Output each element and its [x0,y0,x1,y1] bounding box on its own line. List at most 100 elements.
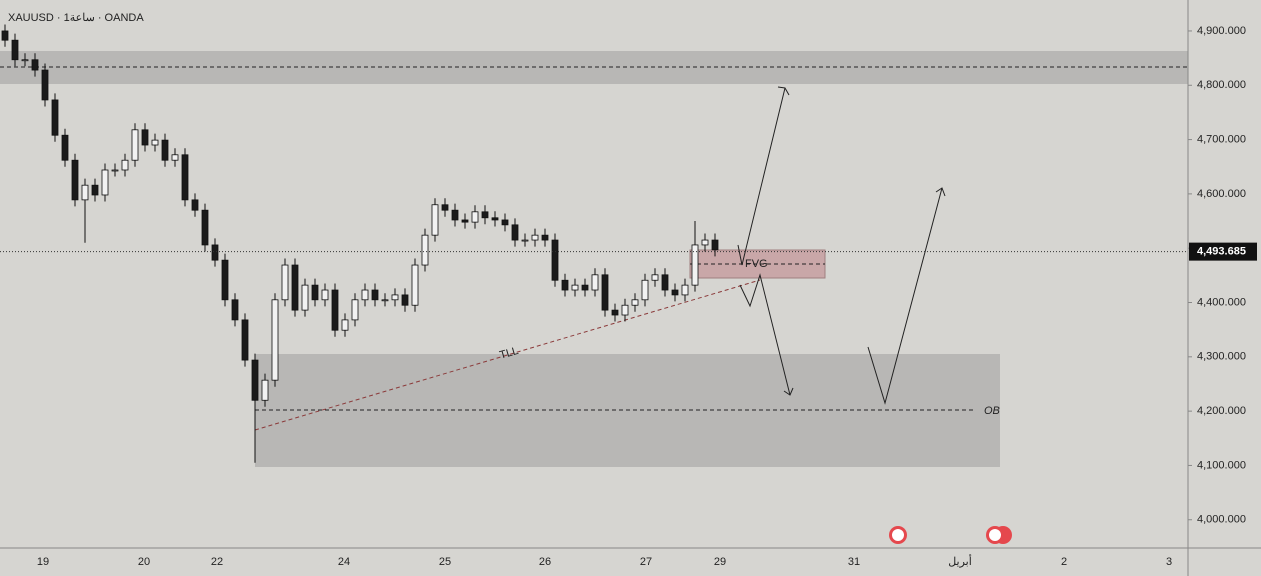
candle-body [711,239,719,251]
candle [251,353,259,463]
candle-body [641,279,649,301]
candle [61,128,69,167]
candle [321,283,329,307]
candle [51,93,59,142]
candle [521,233,529,247]
candle [151,133,159,152]
x-tick-label: 19 [37,556,49,568]
candle [111,163,119,177]
x-tick-label: 26 [539,556,551,568]
candle [171,148,179,167]
candle [631,293,639,312]
candle [71,153,79,207]
candle [161,133,169,167]
arrowhead [935,187,946,197]
candle-body [11,39,19,61]
candle-body [551,239,559,281]
candle-body [541,234,549,241]
candle-body [481,211,489,219]
candle [81,178,89,243]
candle-body [701,239,709,246]
candle-body [121,159,129,171]
candle [341,313,349,337]
candle-body [151,139,159,146]
candle-body [451,209,459,221]
candle-body [111,169,119,172]
candle [501,213,509,232]
y-tick-label: 4,200.000 [1197,405,1246,417]
candle [671,283,679,302]
candle [601,268,609,317]
candle [351,293,359,327]
candle [591,268,599,297]
candle-body [81,184,89,201]
candle [181,148,189,207]
candle [701,233,709,252]
candle-body [161,139,169,161]
candle [441,198,449,217]
candle [571,278,579,297]
candle [331,283,339,337]
candle-body [621,304,629,316]
candle-body [521,239,529,242]
candle-body [231,299,239,321]
x-tick-label: 29 [714,556,726,568]
candle [611,303,619,322]
candle-body [661,274,669,291]
x-tick-label: 20 [138,556,150,568]
candle [511,218,519,247]
candle [1,24,9,47]
candle [221,253,229,307]
candle [391,288,399,307]
candle [231,293,239,327]
candle-body [601,274,609,311]
candle [621,298,629,322]
candle-body [91,184,99,196]
x-tick-label: 22 [211,556,223,568]
candle-body [41,69,49,101]
x-tick-label: 24 [338,556,350,568]
arrow-up-2 [867,187,943,405]
candle [471,205,479,229]
x-tick-label: 27 [640,556,652,568]
candle [281,258,289,307]
candle-body [321,289,329,301]
y-tick-label: 4,400.000 [1197,296,1246,308]
candle-body [361,289,369,301]
candle-body [181,154,189,201]
candle-body [471,211,479,223]
last-price-box [1189,242,1257,261]
candle [361,283,369,307]
candle [681,278,689,302]
candle [551,233,559,287]
candle-body [1,30,9,41]
last-price-label: 4,493.685 [1197,246,1246,258]
candle-body [581,284,589,291]
candle-body [651,274,659,281]
candle [241,313,249,367]
fvg-label: FVG [745,258,768,270]
candle-body [221,259,229,301]
x-tick-label: 2 [1061,556,1067,568]
candle-body [191,199,199,211]
candle-body [71,159,79,201]
x-tick-label: 25 [439,556,451,568]
candle [371,283,379,307]
candle [561,273,569,297]
candle-body [401,294,409,306]
y-tick-label: 4,700.000 [1197,133,1246,145]
candle-body [311,284,319,301]
ob-label: OB [984,405,1000,417]
candle [531,228,539,247]
candle [481,205,489,225]
chart-title: XAUUSD · 1ساعة · OANDA [8,12,144,24]
x-tick-label: 3 [1166,556,1172,568]
tll-label: TLL [498,345,520,362]
candle [141,123,149,152]
candle-body [531,234,539,241]
candle-body [261,379,269,401]
candle [401,288,409,312]
candle [31,53,39,77]
